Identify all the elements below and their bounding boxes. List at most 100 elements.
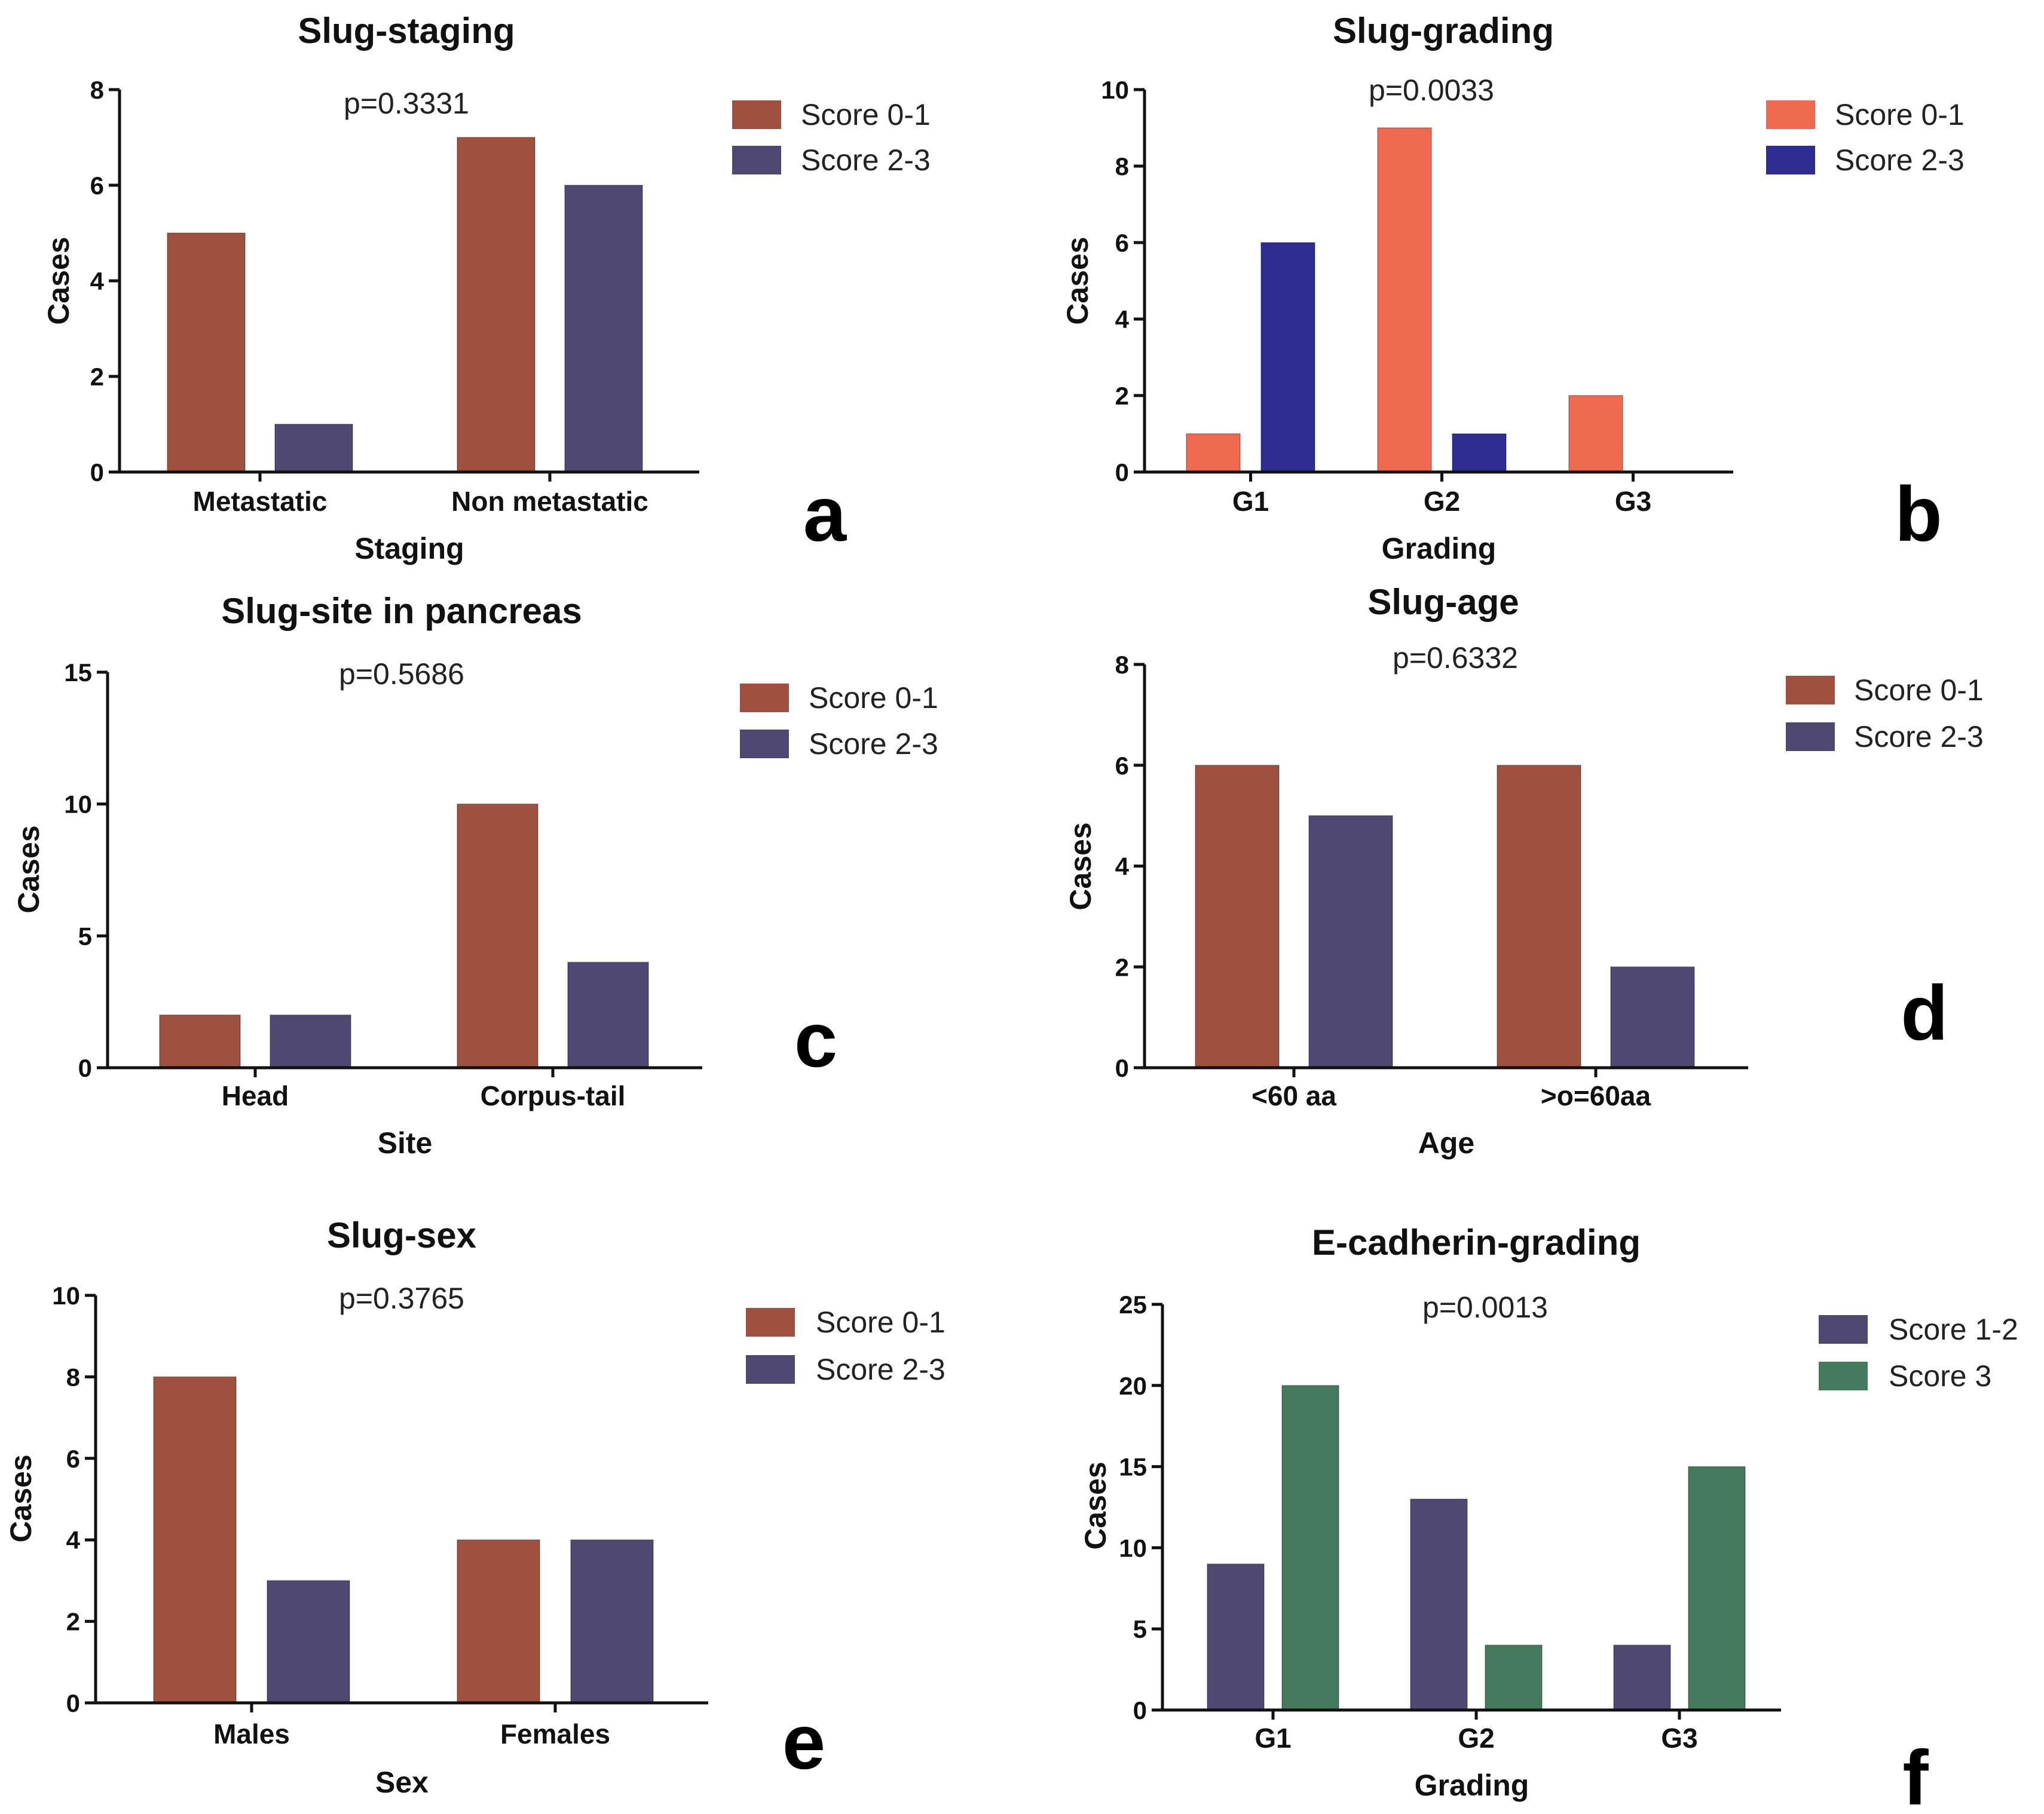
bar bbox=[1260, 242, 1315, 473]
legend-swatch bbox=[1819, 1362, 1868, 1390]
bar bbox=[564, 185, 643, 473]
category-label: Males bbox=[213, 1718, 290, 1749]
y-tick-label: 0 bbox=[1115, 458, 1129, 486]
legend-label: Score 2-3 bbox=[1854, 720, 1984, 753]
bar bbox=[1207, 1563, 1265, 1711]
y-tick-label: 2 bbox=[1115, 382, 1129, 410]
chart-title: Slug-site in pancreas bbox=[221, 591, 582, 631]
y-tick-label: 10 bbox=[64, 790, 92, 819]
category-label: Metastatic bbox=[193, 486, 328, 517]
bar bbox=[1377, 127, 1432, 473]
category-label: G3 bbox=[1615, 486, 1651, 517]
chart-panel-c: Slug-site in pancreas p=0.5686 0 5 10 15 Head C… bbox=[12, 591, 938, 1160]
chart-title: Slug-age bbox=[1367, 582, 1519, 622]
x-axis-label: Sex bbox=[375, 1766, 429, 1799]
legend-label: Score 0-1 bbox=[1854, 673, 1984, 707]
y-axis-label: Cases bbox=[4, 1454, 38, 1542]
y-axis-label: Cases bbox=[1061, 237, 1094, 324]
chart-title: E-cadherin-grading bbox=[1312, 1222, 1641, 1263]
category-label: Non metastatic bbox=[451, 486, 648, 517]
chart-panel-d: Slug-age p=0.6332 0 2 4 6 8 <60 aa >o=60aa Age Cas… bbox=[1064, 582, 1984, 1160]
panel-letter: c bbox=[794, 996, 837, 1083]
bar bbox=[1186, 433, 1241, 473]
legend-label: Score 0-1 bbox=[801, 98, 931, 131]
bar bbox=[267, 1580, 350, 1703]
bar bbox=[1281, 1384, 1339, 1711]
x-axis-label: Grading bbox=[1382, 532, 1497, 565]
chart-panel-b: Slug-grading p=0.0033 0 2 4 6 8 10 G1 G2 G3 Grading… bbox=[1061, 11, 1965, 565]
chart-title: Slug-grading bbox=[1333, 11, 1554, 51]
y-tick-label: 2 bbox=[66, 1608, 80, 1636]
category-label: G1 bbox=[1254, 1723, 1291, 1754]
y-axis-label: Cases bbox=[12, 825, 45, 913]
y-axis-label: Cases bbox=[1064, 822, 1097, 910]
bar bbox=[274, 424, 353, 473]
y-tick-label: 8 bbox=[1115, 651, 1129, 679]
category-label: <60 aa bbox=[1252, 1080, 1336, 1111]
chart-panel-e: Slug-sex p=0.3765 0 2 4 6 8 10 Males Females Sex Ca… bbox=[4, 1215, 945, 1799]
bar bbox=[1452, 433, 1507, 473]
y-tick-label: 4 bbox=[66, 1526, 81, 1554]
legend-label: Score 2-3 bbox=[816, 1353, 945, 1386]
y-tick-label: 5 bbox=[78, 922, 92, 950]
p-value: p=0.0033 bbox=[1369, 73, 1494, 107]
y-tick-label: 2 bbox=[90, 363, 104, 391]
legend-swatch bbox=[1766, 100, 1815, 129]
p-value: p=0.0013 bbox=[1422, 1291, 1548, 1324]
bar bbox=[167, 232, 246, 473]
bar bbox=[270, 1014, 351, 1068]
y-tick-label: 10 bbox=[1101, 76, 1129, 104]
category-label: >o=60aa bbox=[1541, 1080, 1651, 1111]
category-label: G1 bbox=[1232, 486, 1269, 517]
y-tick-label: 8 bbox=[1115, 152, 1129, 180]
y-tick-label: 6 bbox=[1115, 229, 1129, 257]
category-label: G2 bbox=[1424, 486, 1460, 517]
p-value: p=0.3765 bbox=[339, 1282, 464, 1315]
bar bbox=[1568, 395, 1623, 473]
y-tick-label: 5 bbox=[1133, 1615, 1147, 1643]
y-tick-label: 0 bbox=[1115, 1054, 1129, 1082]
bar bbox=[457, 137, 536, 473]
bar bbox=[1195, 764, 1280, 1068]
y-tick-label: 8 bbox=[90, 76, 104, 104]
y-tick-label: 0 bbox=[1133, 1696, 1147, 1724]
legend-label: Score 2-3 bbox=[809, 727, 938, 761]
chart-panel-a: Slug-staging p=0.3331 0 2 4 6 8 Metastatic Non m… bbox=[42, 11, 931, 565]
chart-title: Slug-staging bbox=[298, 11, 515, 51]
legend-label: Score 0-1 bbox=[1835, 98, 1965, 131]
legend-swatch bbox=[740, 684, 789, 712]
legend-swatch bbox=[746, 1355, 795, 1384]
y-tick-label: 15 bbox=[64, 658, 92, 687]
y-tick-label: 15 bbox=[1119, 1453, 1147, 1481]
panel-letter: b bbox=[1895, 470, 1942, 557]
bar bbox=[1610, 966, 1695, 1068]
x-axis-label: Site bbox=[378, 1126, 433, 1160]
legend-label: Score 2-3 bbox=[1835, 143, 1965, 177]
bar bbox=[457, 803, 538, 1068]
category-label: Corpus-tail bbox=[481, 1080, 626, 1111]
bar bbox=[570, 1539, 654, 1703]
y-tick-label: 8 bbox=[66, 1363, 80, 1391]
y-tick-label: 0 bbox=[78, 1054, 92, 1082]
legend-swatch bbox=[732, 146, 781, 174]
y-tick-label: 4 bbox=[90, 267, 105, 295]
category-label: G2 bbox=[1458, 1723, 1494, 1754]
y-tick-label: 4 bbox=[1115, 853, 1130, 881]
legend-swatch bbox=[1766, 146, 1815, 174]
bar bbox=[1308, 815, 1393, 1068]
y-tick-label: 4 bbox=[1115, 305, 1130, 333]
bar bbox=[153, 1376, 237, 1703]
y-axis-label: Cases bbox=[1079, 1461, 1112, 1549]
chart-panel-f: E-cadherin-grading p=0.0013 0 5 10 15 20 25 G1 G2… bbox=[1079, 1222, 2018, 1814]
legend-swatch bbox=[732, 100, 781, 129]
chart-title: Slug-sex bbox=[327, 1215, 476, 1255]
legend-swatch bbox=[1786, 722, 1835, 751]
bar bbox=[567, 961, 649, 1069]
y-tick-label: 20 bbox=[1119, 1372, 1147, 1400]
legend-swatch bbox=[1786, 676, 1835, 704]
legend-label: Score 3 bbox=[1889, 1359, 1991, 1393]
legend-label: Score 1-2 bbox=[1889, 1313, 2018, 1346]
y-tick-label: 25 bbox=[1119, 1291, 1147, 1319]
category-label: Head bbox=[222, 1080, 289, 1111]
